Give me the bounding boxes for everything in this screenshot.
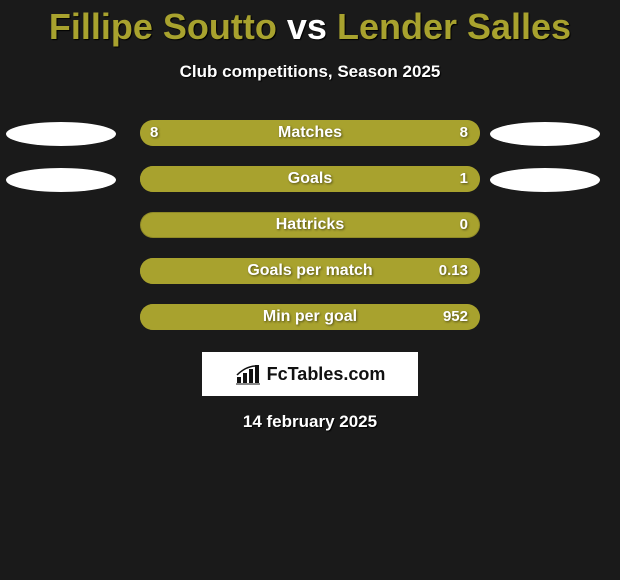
bar-fill-right [310, 120, 480, 146]
stat-bar [140, 166, 480, 192]
bar-fill-left [140, 120, 310, 146]
player2-name: Lender Salles [337, 6, 571, 47]
stat-row: Hattricks0 [0, 200, 620, 246]
player1-name: Fillipe Soutto [49, 6, 277, 47]
comparison-card: Fillipe Soutto vs Lender Salles Club com… [0, 0, 620, 580]
stat-bar [140, 120, 480, 146]
bar-chart-icon [235, 363, 261, 385]
bar-fill-right [140, 304, 480, 330]
player2-marker [490, 122, 600, 146]
player1-marker [6, 122, 116, 146]
fctables-logo[interactable]: FcTables.com [202, 352, 418, 396]
stats-list: Matches88Goals1Hattricks0Goals per match… [0, 108, 620, 338]
player2-marker [490, 168, 600, 192]
vs-label: vs [287, 6, 327, 47]
bar-fill-right [140, 166, 480, 192]
date-label: 14 february 2025 [0, 412, 620, 432]
logo-text: FcTables.com [267, 364, 386, 385]
page-title: Fillipe Soutto vs Lender Salles [0, 0, 620, 48]
stat-row: Goals per match0.13 [0, 246, 620, 292]
stat-row: Goals1 [0, 154, 620, 200]
player1-marker [6, 168, 116, 192]
subtitle: Club competitions, Season 2025 [0, 62, 620, 82]
stat-bar [140, 212, 480, 238]
stat-bar [140, 304, 480, 330]
stat-row: Matches88 [0, 108, 620, 154]
stat-bar [140, 258, 480, 284]
bar-fill-right [140, 258, 480, 284]
stat-row: Min per goal952 [0, 292, 620, 338]
